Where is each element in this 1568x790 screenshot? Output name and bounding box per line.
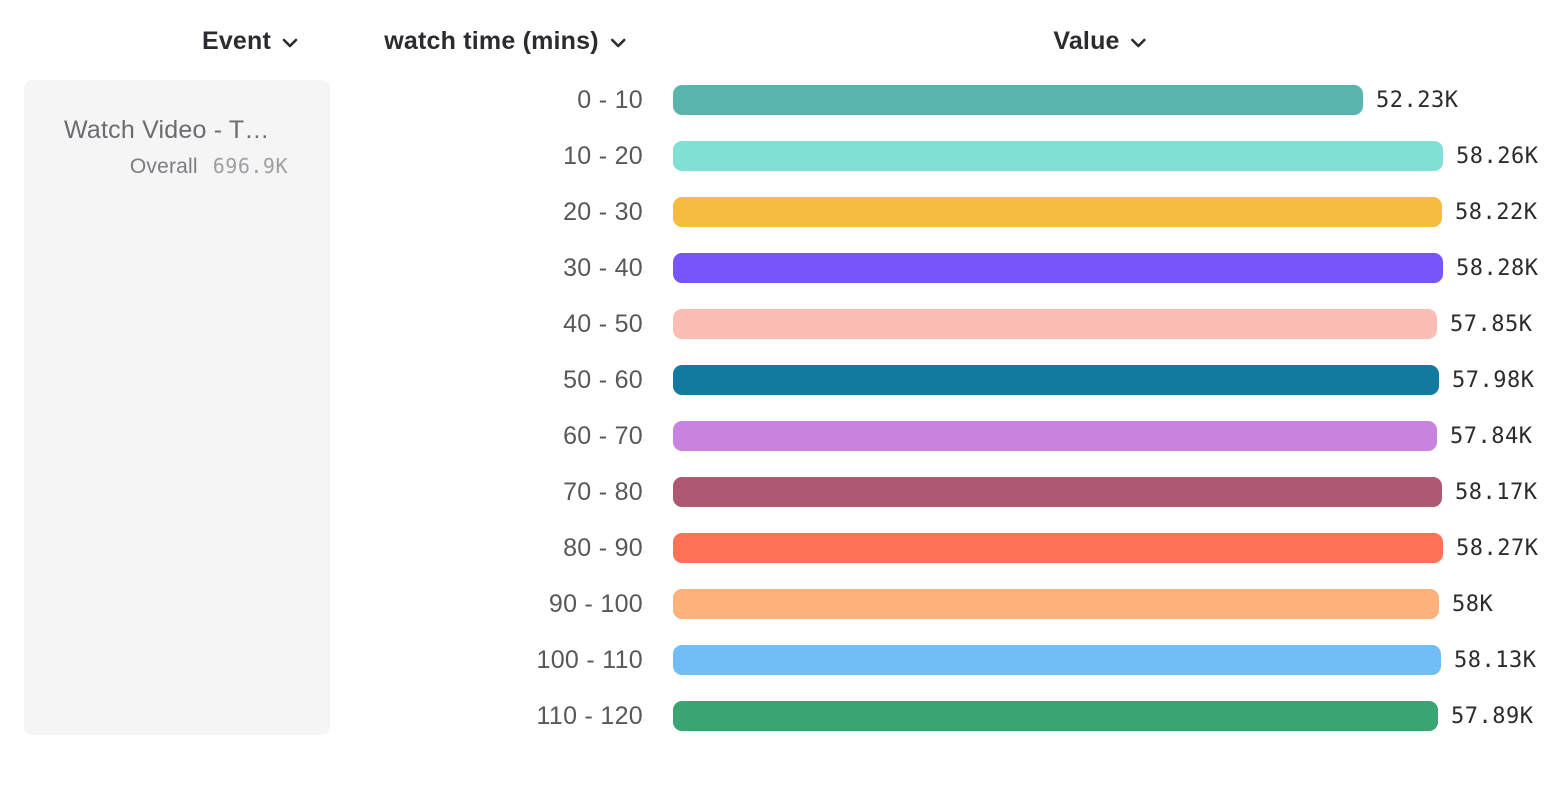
legend-overall-value: 696.9K [212,154,288,178]
chart-row: 10 - 20 58.26K [330,128,1568,184]
chevron-down-icon [610,35,626,48]
bar-value-label: 58.27K [1456,535,1539,561]
bar-category-label: 90 - 100 [548,589,643,618]
chart-row: 110 - 120 57.89K [330,688,1568,744]
bar-category-label: 20 - 30 [563,197,643,226]
chart-row: 0 - 10 52.23K [330,72,1568,128]
bar-value-label: 58.28K [1456,255,1539,281]
bar-value-label: 58K [1452,591,1494,617]
column-header-value-label: Value [1053,27,1120,55]
bar[interactable] [673,85,1363,115]
bar[interactable] [673,589,1439,619]
chart-row: 60 - 70 57.84K [330,408,1568,464]
bar-category-label: 10 - 20 [563,141,643,170]
bar[interactable] [673,701,1438,731]
chevron-down-icon [282,35,298,48]
bar-value-label: 57.89K [1451,703,1534,729]
bar[interactable] [673,477,1442,507]
chart-rows: 0 - 10 52.23K 10 - 20 58.26K 20 - 30 58.… [330,72,1568,744]
bar-category-label: 60 - 70 [563,421,643,450]
bar-value-label: 52.23K [1376,87,1459,113]
chart-row: 90 - 100 58K [330,576,1568,632]
chart-row: 20 - 30 58.22K [330,184,1568,240]
bar-category-label: 70 - 80 [563,477,643,506]
bar[interactable] [673,421,1437,451]
bar-value-label: 58.26K [1456,143,1539,169]
bar-category-label: 110 - 120 [536,701,643,730]
bar[interactable] [673,365,1439,395]
column-header-breakdown-label: watch time (mins) [384,27,599,55]
chart-row: 70 - 80 58.17K [330,464,1568,520]
legend-overall-row: Overall 696.9K [130,154,288,179]
chart-row: 40 - 50 57.85K [330,296,1568,352]
column-header-event[interactable]: Event [202,27,298,56]
bar-category-label: 80 - 90 [563,533,643,562]
chart-row: 30 - 40 58.28K [330,240,1568,296]
chart-row: 50 - 60 57.98K [330,352,1568,408]
chart-row: 100 - 110 58.13K [330,632,1568,688]
column-header-value[interactable]: Value [1053,27,1146,56]
bar[interactable] [673,533,1443,563]
bar-category-label: 0 - 10 [577,85,643,114]
series-legend-panel: Watch Video - T… Overall 696.9K [24,80,330,735]
chart-row: 80 - 90 58.27K [330,520,1568,576]
bar-category-label: 40 - 50 [563,309,643,338]
bar[interactable] [673,141,1443,171]
column-header-breakdown[interactable]: watch time (mins) [384,27,626,56]
bar-value-label: 57.85K [1450,311,1533,337]
legend-item[interactable]: Watch Video - T… Overall 696.9K [24,80,330,190]
bar[interactable] [673,253,1443,283]
bar[interactable] [673,645,1441,675]
column-header-event-label: Event [201,27,272,55]
chevron-down-icon [1131,35,1147,48]
bar-value-label: 58.17K [1455,479,1538,505]
bar-value-label: 57.98K [1452,367,1535,393]
bar[interactable] [673,197,1442,227]
bar-value-label: 58.22K [1455,199,1538,225]
bar-category-label: 30 - 40 [563,253,643,282]
bar-value-label: 57.84K [1450,423,1533,449]
bar[interactable] [673,309,1437,339]
legend-overall-label: Overall [129,155,198,178]
bar-category-label: 100 - 110 [536,645,643,674]
bar-category-label: 50 - 60 [563,365,643,394]
legend-event-name: Watch Video - T… [64,116,270,144]
bar-value-label: 58.13K [1454,647,1537,673]
